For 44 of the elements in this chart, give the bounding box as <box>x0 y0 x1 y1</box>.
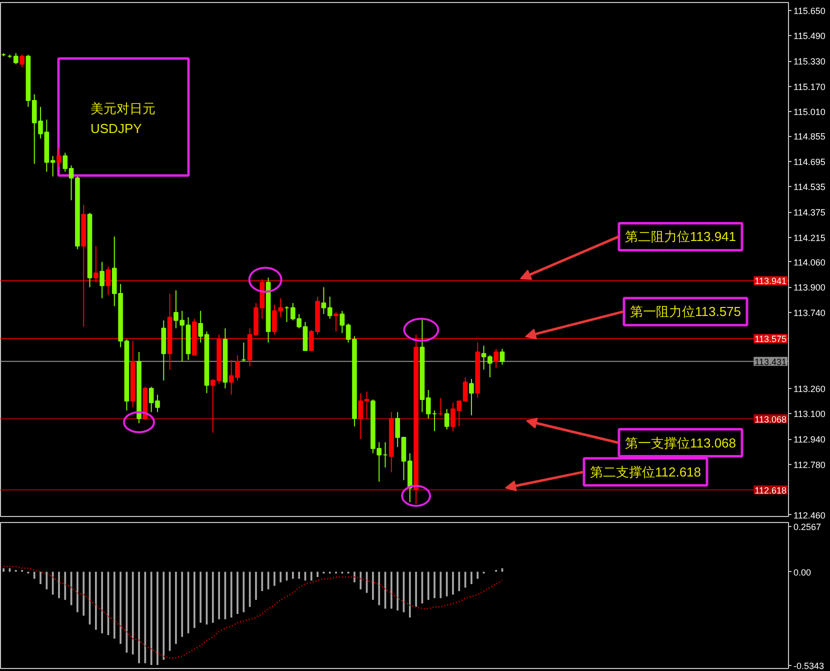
candlestick <box>56 148 62 168</box>
y-tick-label: 112.460 <box>794 510 826 520</box>
y-tick-label: 114.060 <box>794 257 826 268</box>
ref-line-label: 113.431 <box>754 356 787 367</box>
annotation: 第一支撑位113.068 <box>624 435 736 450</box>
text: USDJPY <box>90 121 142 136</box>
candlestick <box>500 348 505 366</box>
y-tick-label: 114.375 <box>794 208 826 218</box>
candlestick <box>469 378 474 416</box>
y-tick-label: -0.5343 <box>794 661 824 671</box>
annotation: 第一阻力位113.575 <box>630 304 742 320</box>
y-tick-label: 114.855 <box>794 132 826 142</box>
y-tick-label: 112.780 <box>794 460 826 470</box>
y-tick-label: 113.740 <box>794 308 826 318</box>
ref-line-label: 113.068 <box>754 414 787 424</box>
y-tick-label: 114.695 <box>794 156 826 167</box>
y-tick-label: 115.170 <box>794 82 826 92</box>
candlestick <box>334 312 338 332</box>
y-tick-label: 113.100 <box>794 409 826 420</box>
y-tick-label: 115.650 <box>794 6 826 16</box>
candlestick <box>494 348 498 368</box>
candlestick <box>106 266 111 296</box>
line-series <box>2 566 503 659</box>
annotation: 第二阻力位113.941 <box>624 229 736 244</box>
candlestick <box>444 408 450 430</box>
ref-line-label: 113.575 <box>754 334 787 344</box>
y-tick-label: 115.010 <box>794 107 826 118</box>
text: 美元对日元 <box>90 101 156 116</box>
y-tick-label: 113.900 <box>794 282 826 293</box>
annotation: 第二支撑位112.618 <box>590 464 702 480</box>
ref-line-label: 112.618 <box>754 485 787 496</box>
y-tick-label: 0.00 <box>794 567 812 578</box>
y-tick-label: 114.215 <box>794 232 826 243</box>
candlestick <box>20 54 24 68</box>
y-tick-label: 115.330 <box>794 56 826 67</box>
y-tick-label: 114.535 <box>794 182 826 192</box>
candlestick <box>13 52 18 65</box>
y-tick-label: 115.490 <box>794 31 826 42</box>
y-tick-label: 113.260 <box>794 384 826 394</box>
ref-line-label: 113.941 <box>754 276 787 286</box>
y-tick-label: 112.940 <box>794 434 826 445</box>
candlestick <box>94 246 98 283</box>
candlestick <box>100 261 104 299</box>
y-tick-label: 0.2567 <box>794 522 822 532</box>
